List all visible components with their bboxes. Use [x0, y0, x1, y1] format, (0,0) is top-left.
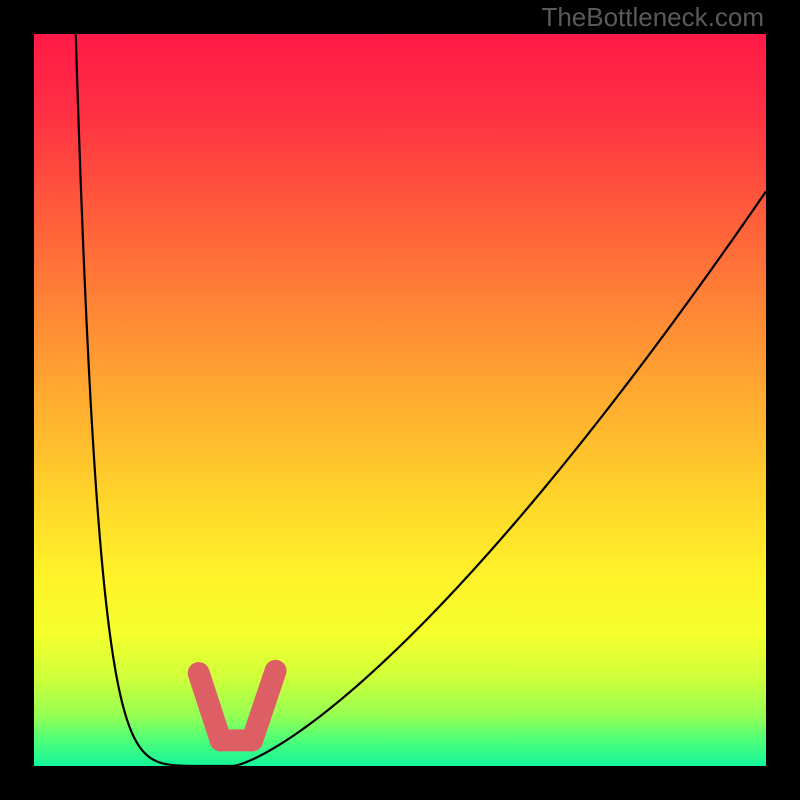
- valley-right-stroke: [252, 671, 275, 741]
- chart-stage: TheBottleneck.com: [0, 0, 800, 800]
- plot-area: [34, 34, 766, 766]
- bottleneck-curve: [76, 34, 766, 766]
- curve-layer: [34, 34, 766, 766]
- valley-marker: [199, 671, 276, 741]
- watermark-text: TheBottleneck.com: [541, 2, 764, 33]
